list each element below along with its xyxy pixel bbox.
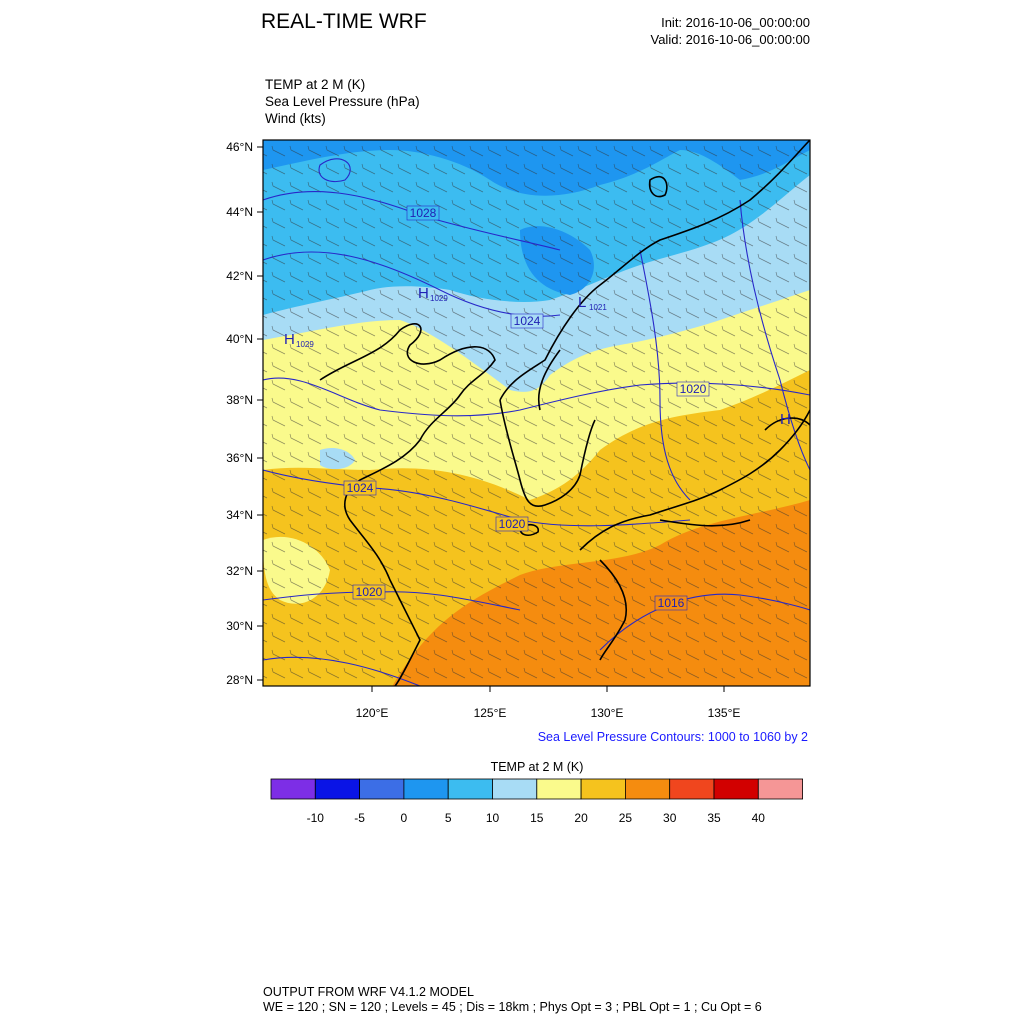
lon-label: 125°E [474, 706, 507, 720]
lat-label: 28°N [226, 673, 253, 687]
plot-title: REAL-TIME WRF [261, 10, 427, 33]
colorbar-label: 35 [707, 811, 721, 825]
field-wind: Wind (kts) [265, 111, 326, 126]
isobar-label: 1020 [680, 382, 707, 396]
colorbar-label: 25 [619, 811, 633, 825]
lat-label: 32°N [226, 564, 253, 578]
colorbar-label: 20 [574, 811, 588, 825]
lat-label: 34°N [226, 508, 253, 522]
colorbar-swatch [713, 778, 759, 800]
field-slp: Sea Level Pressure (hPa) [265, 94, 420, 109]
isobar-labels: 1028 1024 1020 1024 1020 1020 1016 [343, 205, 710, 611]
colorbar-label: 30 [663, 811, 677, 825]
high-marker: H [418, 285, 429, 302]
colorbar-label: -10 [307, 811, 325, 825]
colorbar-swatch [625, 778, 671, 800]
field-list: TEMP at 2 M (K) Sea Level Pressure (hPa)… [265, 76, 420, 127]
lon-label: 120°E [356, 706, 389, 720]
colorbar-swatch [314, 778, 360, 800]
lat-label: 46°N [226, 140, 253, 154]
colorbar-swatch [536, 778, 582, 800]
init-valid-times: Init: 2016-10-06_00:00:00 Valid: 2016-10… [651, 14, 811, 48]
lon-label: 135°E [708, 706, 741, 720]
low-value: 1021 [589, 303, 607, 312]
coastlines [319, 140, 810, 686]
isobar-label: 1020 [499, 517, 526, 531]
colorbar-swatch [447, 778, 493, 800]
colorbar-swatch [270, 778, 316, 800]
init-time: Init: 2016-10-06_00:00:00 [661, 15, 810, 30]
isobar-label: 1016 [658, 596, 685, 610]
colorbar-label: 15 [530, 811, 544, 825]
colorbar-swatch [403, 778, 449, 800]
lat-label: 42°N [226, 269, 253, 283]
colorbar: -10 -5 0 5 10 15 20 25 30 35 40 [270, 778, 803, 825]
isobar-label: 1024 [347, 481, 374, 495]
slp-contour-note: Sea Level Pressure Contours: 1000 to 106… [537, 730, 808, 744]
colorbar-swatch [757, 778, 803, 800]
lon-label: 130°E [591, 706, 624, 720]
high-marker: H [284, 331, 295, 348]
colorbar-label: 40 [752, 811, 766, 825]
lat-label: 40°N [226, 332, 253, 346]
low-marker: L [578, 294, 586, 311]
colorbar-label: 0 [401, 811, 408, 825]
field-temp: TEMP at 2 M (K) [265, 77, 366, 92]
isobar-label: 1028 [410, 206, 437, 220]
lat-label: 44°N [226, 205, 253, 219]
footer-line-2: WE = 120 ; SN = 120 ; Levels = 45 ; Dis … [263, 1000, 762, 1014]
colorbar-label: -5 [354, 811, 365, 825]
footer-line-1: OUTPUT FROM WRF V4.1.2 MODEL [263, 985, 474, 999]
lat-label: 38°N [226, 393, 253, 407]
colorbar-title: TEMP at 2 M (K) [490, 760, 584, 774]
high-value: 1029 [430, 294, 448, 303]
valid-time: Valid: 2016-10-06_00:00:00 [650, 32, 811, 47]
high-value: 1029 [296, 340, 314, 349]
lat-label: 30°N [226, 619, 253, 633]
colorbar-label: 10 [486, 811, 500, 825]
model-footer: OUTPUT FROM WRF V4.1.2 MODEL WE = 120 ; … [263, 985, 762, 1015]
colorbar-swatch [580, 778, 626, 800]
high-marker: H [780, 411, 791, 428]
colorbar-label: 5 [445, 811, 452, 825]
pressure-centers: H 1029 H 1029 H L 1021 [284, 285, 791, 428]
isobar-label: 1020 [356, 585, 383, 599]
lat-label: 36°N [226, 451, 253, 465]
colorbar-swatch [492, 778, 538, 800]
isobar-label: 1024 [514, 314, 541, 328]
colorbar-swatch [669, 778, 715, 800]
temperature-field [263, 140, 810, 686]
colorbar-swatch [359, 778, 405, 800]
